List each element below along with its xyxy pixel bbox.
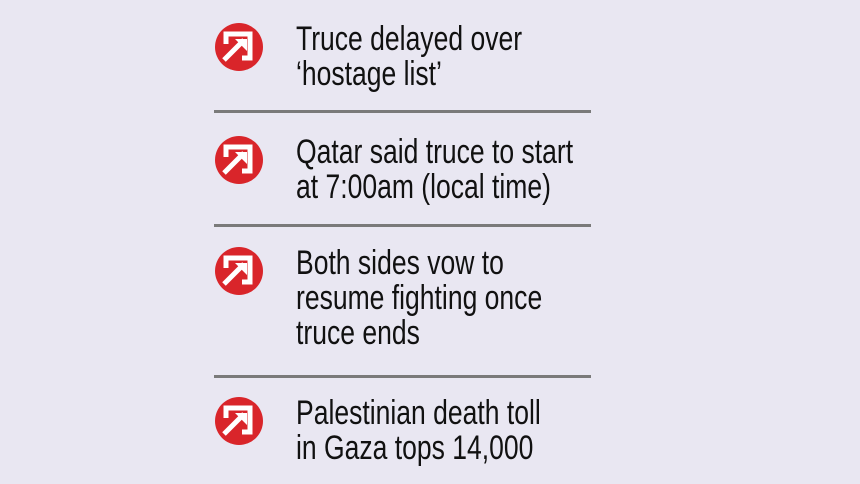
item-line: Both sides vow to [296, 244, 504, 282]
item-line: at 7:00am (local time) [296, 168, 551, 206]
arrow-up-right-icon [214, 135, 264, 185]
item-line: Palestinian death toll [296, 394, 541, 432]
divider [214, 224, 591, 227]
arrow-up-right-icon [214, 396, 264, 446]
item-line: ‘hostage list’ [296, 55, 442, 93]
item-text: Both sides vow to resume fighting once t… [296, 246, 542, 351]
item-text: Truce delayed over ‘hostage list’ [296, 22, 522, 92]
item-text: Palestinian death toll in Gaza tops 14,0… [296, 396, 541, 466]
item-line: in Gaza tops 14,000 [296, 429, 534, 467]
divider [214, 110, 591, 113]
arrow-up-right-icon [214, 22, 264, 72]
item-line: truce ends [296, 314, 420, 352]
arrow-up-right-icon [214, 246, 264, 296]
item-line: Truce delayed over [296, 20, 523, 58]
divider [214, 375, 591, 378]
item-text: Qatar said truce to start at 7:00am (loc… [296, 135, 573, 205]
item-line: Qatar said truce to start [296, 133, 574, 171]
item-line: resume fighting once [296, 279, 543, 317]
